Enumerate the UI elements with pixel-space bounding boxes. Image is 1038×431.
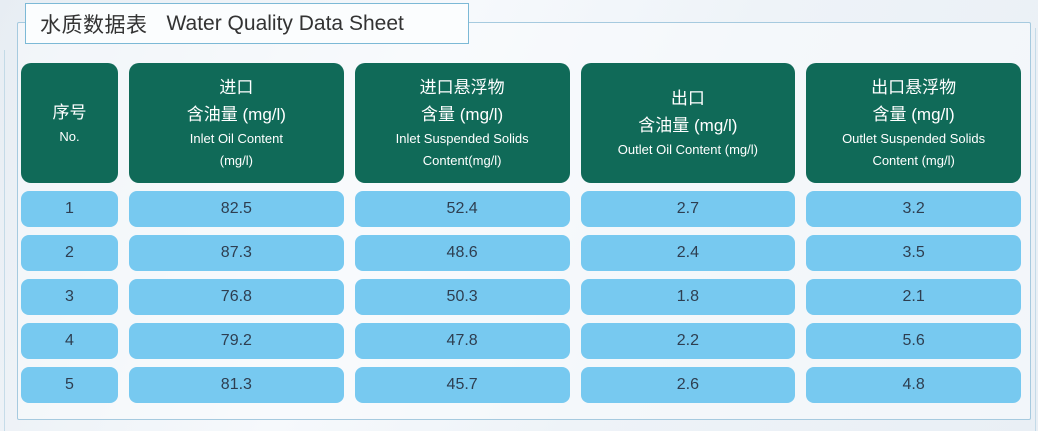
page-title-en: Water Quality Data Sheet — [166, 11, 404, 35]
table-cell: 52.4 — [354, 191, 570, 227]
outer-panel-left-edge — [4, 50, 5, 431]
table-cell: 2.2 — [580, 323, 796, 359]
column-header-label-zh: 出口悬浮物 — [871, 78, 957, 97]
table-cell: 47.8 — [354, 323, 570, 359]
table-cell: 2.1 — [806, 279, 1021, 315]
table-cell: 50.3 — [354, 279, 570, 315]
table-cell: 45.7 — [354, 367, 570, 403]
table-cell: 5.6 — [806, 323, 1021, 359]
column-header-label-en: Inlet Suspended Solids — [395, 131, 529, 146]
column-header-inlet-suspended-solids: 进口悬浮物 含量 (mg/l) Inlet Suspended Solids C… — [354, 63, 570, 183]
column-header-label-en: Outlet Suspended Solids — [842, 131, 986, 146]
column-header-no: 序号 No. — [21, 63, 118, 183]
table-cell: 3.2 — [806, 191, 1021, 227]
table-cell: 2.7 — [580, 191, 796, 227]
column-header-label-zh: 进口悬浮物 — [419, 78, 505, 97]
table-cell: 2.4 — [580, 235, 796, 271]
column-header-label-zh: 含量 (mg/l) — [872, 105, 955, 124]
column-header-inlet-oil: 进口 含油量 (mg/l) Inlet Oil Content (mg/l) — [129, 63, 344, 183]
table-cell: 2 — [21, 235, 118, 271]
column-header-outlet-oil: 出口 含油量 (mg/l) Outlet Oil Content (mg/l) — [580, 63, 796, 183]
page-title-box: 水质数据表 Water Quality Data Sheet — [25, 3, 469, 44]
column-header-label-zh: 序号 — [52, 102, 87, 122]
table-cell: 1.8 — [580, 279, 796, 315]
data-table: 序号 No. 进口 含油量 (mg/l) Inlet Oil Content (… — [21, 63, 1021, 403]
column-header-label-zh: 出口 — [670, 89, 705, 108]
table-cell: 3 — [21, 279, 118, 315]
page-title-zh: 水质数据表 — [40, 13, 148, 37]
table-cell: 48.6 — [354, 235, 570, 271]
table-cell: 82.5 — [129, 191, 344, 227]
column-header-label-en: No. — [59, 128, 80, 144]
table-cell: 81.3 — [129, 367, 344, 403]
column-header-outlet-suspended-solids: 出口悬浮物 含量 (mg/l) Outlet Suspended Solids … — [806, 63, 1021, 183]
table-cell: 4 — [21, 323, 118, 359]
table-cell: 4.8 — [806, 367, 1021, 403]
table-cell: 2.6 — [580, 367, 796, 403]
table-cell: 79.2 — [129, 323, 344, 359]
column-header-label-zh: 含油量 (mg/l) — [186, 105, 286, 124]
column-header-label-en: (mg/l) — [219, 153, 253, 168]
table-cell: 76.8 — [129, 279, 344, 315]
column-header-label-zh: 进口 — [219, 78, 254, 97]
column-header-label-zh: 含油量 (mg/l) — [638, 116, 738, 135]
table-cell: 87.3 — [129, 235, 344, 271]
outer-panel-right-edge — [1035, 28, 1036, 431]
column-header-label-zh: 含量 (mg/l) — [421, 105, 504, 124]
table-cell: 1 — [21, 191, 118, 227]
column-header-label-en: Content(mg/l) — [422, 153, 502, 168]
column-header-label-en: Content (mg/l) — [872, 153, 955, 168]
column-header-label-en: Inlet Oil Content — [189, 131, 283, 146]
table-cell: 3.5 — [806, 235, 1021, 271]
column-header-label-en: Outlet Oil Content (mg/l) — [617, 142, 758, 157]
table-cell: 5 — [21, 367, 118, 403]
